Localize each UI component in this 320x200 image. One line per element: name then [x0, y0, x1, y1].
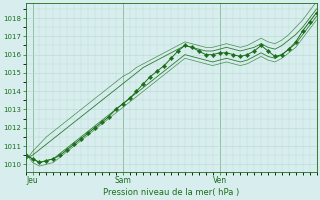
X-axis label: Pression niveau de la mer( hPa ): Pression niveau de la mer( hPa )	[103, 188, 239, 197]
